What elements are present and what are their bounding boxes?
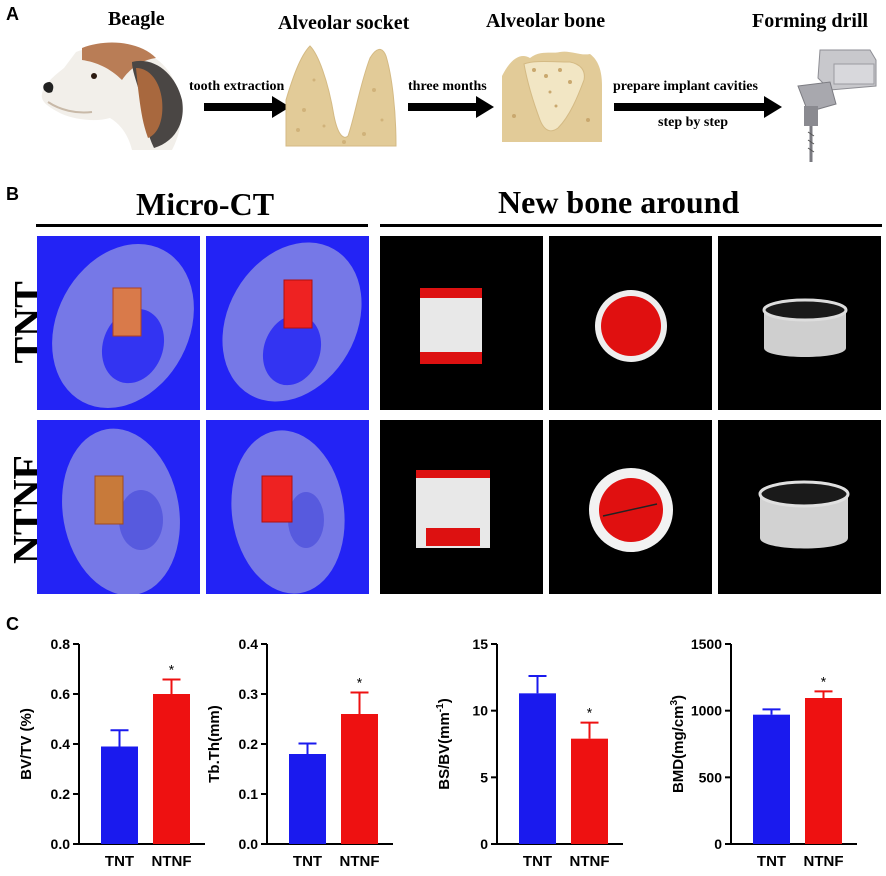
- y-tick-label: 0.2: [239, 736, 259, 752]
- arrow-2-label: three months: [408, 79, 487, 94]
- arrow-3-icon: [614, 96, 782, 118]
- x-tick-label-tnt: TNT: [105, 853, 134, 870]
- y-tick-label: 0.4: [51, 736, 71, 752]
- tnt-microct-tile-1: [37, 236, 200, 410]
- step-drill-title: Forming drill: [752, 10, 869, 32]
- arrow-1-icon: [204, 96, 290, 118]
- y-axis-label: BV/TV (%): [18, 708, 35, 780]
- y-tick-label: 0.0: [51, 836, 71, 852]
- arrow-1-label: tooth extraction: [189, 79, 285, 94]
- x-tick-label-tnt: TNT: [523, 853, 552, 870]
- bar-ntnf: [153, 694, 190, 844]
- y-tick-label: 0.3: [239, 686, 259, 702]
- chart-bv-tv: 0.0 0.2 0.4 0.6 0.8 BV/TV (%) TNT * NTNF: [18, 636, 205, 870]
- bar-tnt: [753, 714, 790, 844]
- significance-marker: *: [169, 662, 175, 678]
- ntnf-newbone-ring-tile: [718, 420, 881, 594]
- panel-c-letter: C: [6, 614, 19, 634]
- header-new-bone: New bone around: [498, 184, 740, 220]
- y-tick-label: 1000: [691, 703, 722, 719]
- ntnf-newbone-side-tile: [380, 420, 543, 594]
- tnt-newbone-ring-tile: [718, 236, 881, 410]
- y-tick-label: 0.8: [51, 636, 71, 652]
- y-tick-label: 0: [714, 836, 722, 852]
- y-tick-label: 0.2: [51, 786, 71, 802]
- y-tick-label: 15: [472, 636, 488, 652]
- chart-tb-th: 0.0 0.1 0.2 0.3 0.4 Tb.Th(mm) TNT * NTNF: [206, 636, 393, 870]
- header-micro-ct: Micro-CT: [136, 186, 275, 222]
- y-tick-label: 1500: [691, 636, 722, 652]
- y-tick-label: 5: [480, 769, 488, 785]
- ntnf-microct-tile-2: [206, 420, 369, 594]
- y-tick-label: 10: [472, 703, 488, 719]
- bar-ntnf: [341, 714, 378, 844]
- header-new-bone-rule: [380, 224, 882, 227]
- alveolar-bone-illustration: [502, 51, 602, 142]
- bar-tnt: [101, 746, 138, 844]
- y-tick-label: 0.0: [239, 836, 259, 852]
- beagle-illustration: [41, 42, 183, 151]
- tnt-microct-tile-2: [206, 236, 369, 410]
- x-tick-label-ntnf: NTNF: [570, 853, 610, 870]
- bar-tnt: [289, 754, 326, 844]
- arrow-3-sublabel: step by step: [658, 115, 729, 130]
- arrow-3-label: prepare implant cavities: [613, 79, 758, 94]
- bar-ntnf: [571, 738, 608, 844]
- chart-bmd: 0 500 1000 1500 BMD(mg/cm3) TNT * NTNF: [669, 636, 857, 870]
- y-tick-label: 0: [480, 836, 488, 852]
- y-tick-label: 500: [699, 769, 723, 785]
- tnt-newbone-top-tile: [549, 236, 712, 410]
- arrow-2-icon: [408, 96, 494, 118]
- y-tick-label: 0.1: [239, 786, 259, 802]
- y-axis-label: Tb.Th(mm): [206, 705, 223, 782]
- significance-marker: *: [357, 675, 363, 691]
- y-axis-label: BMD(mg/cm3): [669, 695, 687, 793]
- ntnf-newbone-top-tile: [549, 420, 712, 594]
- forming-drill-illustration: [797, 49, 877, 162]
- alveolar-socket-illustration: [285, 45, 397, 147]
- step-bone-title: Alveolar bone: [486, 10, 606, 32]
- ntnf-microct-tile-1: [37, 420, 200, 594]
- x-tick-label-ntnf: NTNF: [804, 853, 844, 870]
- y-axis-label: BS/BV(mm-1): [435, 698, 453, 789]
- bar-ntnf: [805, 698, 842, 844]
- panel-b-letter: B: [6, 184, 19, 204]
- x-tick-label-ntnf: NTNF: [340, 853, 380, 870]
- x-tick-label-tnt: TNT: [757, 853, 786, 870]
- x-tick-label-tnt: TNT: [293, 853, 322, 870]
- tnt-newbone-side-tile: [380, 236, 543, 410]
- panel-a-letter: A: [6, 4, 19, 24]
- significance-marker: *: [587, 705, 593, 721]
- header-micro-ct-rule: [36, 224, 368, 227]
- x-tick-label-ntnf: NTNF: [152, 853, 192, 870]
- step-socket-title: Alveolar socket: [278, 12, 410, 34]
- y-tick-label: 0.4: [239, 636, 259, 652]
- significance-marker: *: [821, 673, 827, 689]
- chart-bs-bv: 0 5 10 15 BS/BV(mm-1) TNT * NTNF: [435, 636, 623, 870]
- bar-tnt: [519, 693, 556, 844]
- y-tick-label: 0.6: [51, 686, 71, 702]
- step-beagle-title: Beagle: [108, 8, 165, 30]
